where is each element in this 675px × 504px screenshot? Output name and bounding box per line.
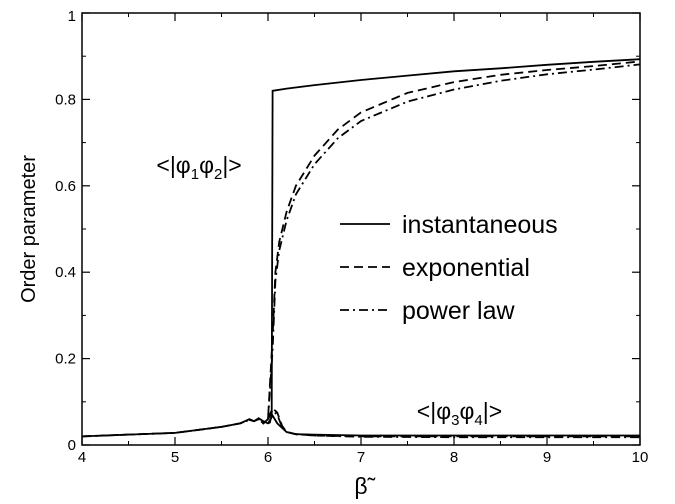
y-tick-label: 0 — [68, 437, 76, 454]
series-line-0 — [81, 58, 641, 438]
annotation-text: <|φ — [156, 152, 190, 178]
legend-label: exponential — [402, 254, 530, 282]
annotation-text: φ — [199, 152, 214, 178]
x-tick-label: 9 — [543, 449, 551, 466]
legend: instantaneous exponential power law — [340, 211, 558, 325]
plot-area: 4 5 6 7 8 9 10 0 0.2 0.4 0.6 0.8 1 — [55, 8, 648, 466]
x-tick-label: 6 — [264, 449, 272, 466]
y-tick-label: 0.4 — [55, 264, 76, 281]
x-axis-label: β̃ — [354, 473, 375, 499]
x-tick-label: 10 — [632, 449, 649, 466]
series-line-1 — [81, 60, 641, 438]
y-tick-label: 0.6 — [55, 178, 76, 195]
x-tick-label: 7 — [357, 449, 365, 466]
legend-label: instantaneous — [402, 211, 558, 239]
y-tick-label: 0.2 — [55, 351, 76, 368]
x-tick-label: 5 — [171, 449, 179, 466]
annotation-subscript: 1 — [191, 166, 199, 183]
annotation-subscript: 3 — [451, 412, 459, 429]
series-layer — [81, 58, 641, 439]
annotation-subscript: 2 — [214, 166, 222, 183]
annotation-text: |> — [222, 152, 241, 178]
series-line-5 — [267, 408, 640, 439]
y-tick-label: 0.8 — [55, 91, 76, 108]
y-axis-label: Order parameter — [18, 155, 40, 303]
x-tick-label: 8 — [450, 449, 458, 466]
annotations: <|φ1φ2|><|φ3φ4|> — [156, 152, 502, 429]
annotation-text: |> — [483, 398, 502, 424]
annotation-label: <|φ1φ2|> — [156, 152, 241, 183]
x-tick-label: 4 — [78, 449, 86, 466]
annotation-label: <|φ3φ4|> — [417, 398, 502, 429]
y-axis-ticks: 0 0.2 0.4 0.6 0.8 1 — [55, 8, 640, 454]
annotation-subscript: 4 — [474, 412, 482, 429]
annotation-text: <|φ — [417, 398, 451, 424]
legend-label: power law — [402, 297, 515, 325]
series-line-2 — [81, 63, 641, 438]
x-axis-ticks: 4 5 6 7 8 9 10 — [78, 13, 649, 466]
annotation-text: φ — [459, 398, 474, 424]
y-tick-label: 1 — [68, 8, 76, 25]
